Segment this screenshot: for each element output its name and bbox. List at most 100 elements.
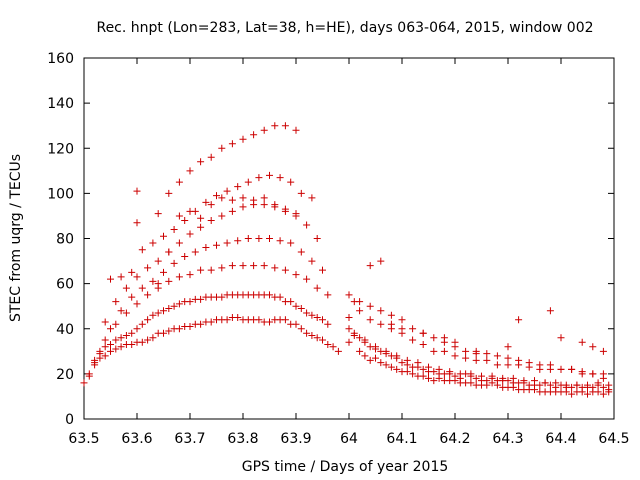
data-point <box>356 307 364 315</box>
data-point <box>223 239 231 247</box>
data-point <box>107 347 114 355</box>
data-point <box>324 320 332 328</box>
data-point <box>430 347 438 355</box>
data-point <box>292 210 300 218</box>
data-point <box>281 316 289 324</box>
data-point <box>319 266 326 274</box>
data-point <box>85 372 93 380</box>
data-point <box>297 189 305 197</box>
data-point <box>440 347 448 355</box>
data-point <box>133 300 141 308</box>
data-point <box>197 320 205 328</box>
data-point <box>107 325 114 333</box>
data-point <box>605 381 613 389</box>
data-point <box>117 307 125 315</box>
data-point <box>462 347 470 355</box>
data-point <box>377 320 385 328</box>
data-point <box>276 237 284 245</box>
data-point <box>483 350 491 358</box>
y-tick-label: 40 <box>56 322 74 338</box>
data-point <box>181 216 189 224</box>
data-point <box>128 329 136 337</box>
data-point <box>599 347 607 355</box>
data-point <box>276 174 284 182</box>
data-point <box>287 298 295 306</box>
data-point <box>260 201 268 209</box>
data-point <box>599 390 607 398</box>
data-point <box>356 334 364 342</box>
x-tick-label: 64 <box>340 431 358 447</box>
data-point <box>144 291 152 299</box>
axis-ticks: 63.5 63.6 63.7 63.8 63.9 64 64.1 64.2 64.3 64.4 64… <box>47 51 629 447</box>
data-point <box>345 313 353 321</box>
data-point <box>287 239 295 247</box>
data-point <box>154 280 162 288</box>
data-point <box>345 325 353 333</box>
data-point <box>271 122 279 130</box>
data-point <box>149 239 157 247</box>
data-point <box>266 318 273 326</box>
data-point <box>154 210 162 218</box>
data-point <box>377 307 385 315</box>
data-point <box>234 183 242 191</box>
x-tick-label: 64.1 <box>386 431 417 447</box>
data-point <box>568 383 576 391</box>
data-point <box>292 302 300 310</box>
data-point <box>504 354 512 362</box>
data-point <box>594 388 602 396</box>
data-point <box>541 379 549 387</box>
data-point <box>281 122 289 130</box>
data-point <box>128 341 136 349</box>
data-point <box>138 246 146 254</box>
data-point <box>313 334 321 342</box>
x-tick-label: 63.5 <box>68 431 99 447</box>
data-points <box>80 122 613 398</box>
data-point <box>382 361 390 369</box>
data-point <box>456 370 464 378</box>
data-point <box>552 379 560 387</box>
data-point <box>91 356 99 364</box>
data-point <box>202 244 210 252</box>
data-point <box>504 377 512 385</box>
data-point <box>440 334 448 342</box>
data-point <box>419 329 427 337</box>
data-point <box>122 309 130 317</box>
data-point <box>101 336 109 344</box>
data-point <box>175 300 183 308</box>
data-point <box>403 368 411 376</box>
data-point <box>128 268 136 276</box>
data-point <box>96 347 104 355</box>
data-point <box>493 361 501 369</box>
data-point <box>430 334 438 342</box>
data-point <box>329 343 337 351</box>
data-point <box>451 372 459 380</box>
data-point <box>313 313 321 321</box>
data-point <box>303 275 311 283</box>
y-tick-label: 140 <box>47 96 74 112</box>
data-point <box>250 262 258 270</box>
data-point <box>239 135 247 143</box>
data-point <box>425 374 432 382</box>
data-point <box>419 341 427 349</box>
data-point <box>372 343 379 351</box>
data-point <box>165 304 173 312</box>
data-point <box>313 235 321 242</box>
data-point <box>472 356 480 364</box>
data-point <box>122 332 130 340</box>
data-point <box>101 343 109 351</box>
data-point <box>319 336 326 344</box>
data-point <box>292 126 300 134</box>
data-point <box>297 304 305 312</box>
data-point <box>281 207 289 215</box>
data-point <box>287 178 295 186</box>
data-point <box>207 266 215 274</box>
data-point <box>536 361 544 369</box>
data-point <box>197 266 205 274</box>
data-point <box>292 320 300 328</box>
data-point <box>562 381 570 389</box>
data-point <box>472 374 480 382</box>
data-point <box>271 201 279 209</box>
data-point <box>181 253 189 261</box>
data-point <box>107 275 114 283</box>
y-tick-label: 80 <box>56 232 74 248</box>
